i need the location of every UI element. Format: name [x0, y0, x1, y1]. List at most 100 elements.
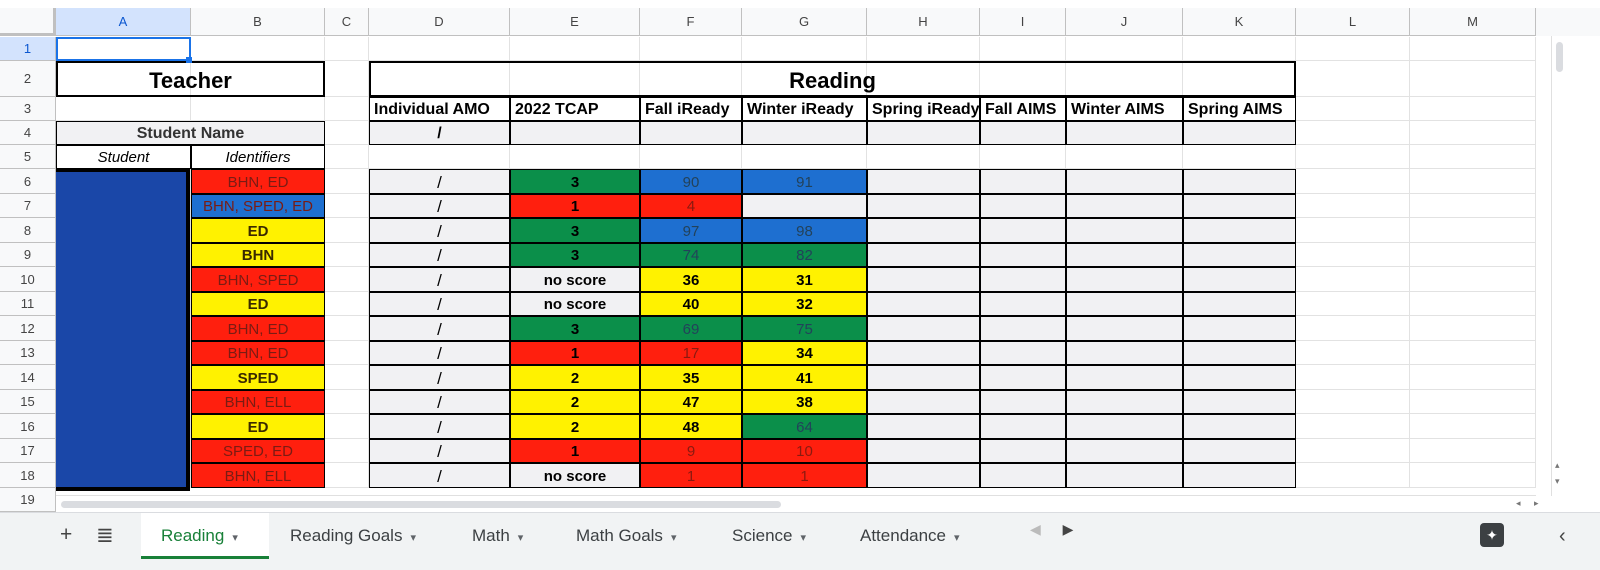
horizontal-scrollbar[interactable]: ◂ ▸ [56, 495, 1539, 512]
amo-cell[interactable]: / [369, 414, 510, 439]
empty-score-cell[interactable] [1183, 390, 1296, 414]
empty-score-cell[interactable] [1066, 267, 1183, 292]
grid-cell[interactable] [1410, 267, 1536, 292]
grid-cell[interactable] [510, 145, 640, 169]
empty-target-cell[interactable] [867, 121, 980, 145]
empty-score-cell[interactable] [1183, 194, 1296, 218]
grid-cell[interactable] [325, 37, 369, 61]
empty-score-cell[interactable] [1183, 439, 1296, 463]
row-header-17[interactable]: 17 [0, 439, 56, 463]
grid-cell[interactable] [325, 121, 369, 145]
row-header-5[interactable]: 5 [0, 145, 56, 169]
row-header-4[interactable]: 4 [0, 121, 56, 145]
collapse-icon[interactable]: ‹ [1559, 525, 1566, 547]
grid-cell[interactable] [1296, 145, 1410, 169]
grid-cell[interactable] [1296, 37, 1410, 61]
empty-score-cell[interactable] [1183, 341, 1296, 365]
grid-cell[interactable] [325, 365, 369, 390]
tab-attendance[interactable]: Attendance ▾ [840, 513, 1000, 559]
grid-cell[interactable] [1066, 145, 1183, 169]
grid-cell[interactable] [325, 414, 369, 439]
row-header-3[interactable]: 3 [0, 97, 56, 121]
amo-cell[interactable]: / [369, 218, 510, 243]
empty-score-cell[interactable] [867, 439, 980, 463]
fall-iready-cell[interactable]: 17 [640, 341, 742, 365]
grid-cell[interactable] [1410, 243, 1536, 267]
empty-target-cell[interactable] [510, 121, 640, 145]
tab-scroll-left-icon[interactable]: ◀ [1030, 521, 1041, 537]
winter-iready-cell[interactable]: 98 [742, 218, 867, 243]
column-header-c[interactable]: C [325, 8, 369, 36]
sheet-list-icon[interactable]: ≣ [96, 524, 114, 547]
grid-cell[interactable] [1410, 218, 1536, 243]
amo-cell[interactable]: / [369, 463, 510, 488]
winter-iready-cell[interactable] [742, 194, 867, 218]
grid-cell[interactable] [369, 37, 510, 61]
grid-cell[interactable] [1410, 97, 1536, 121]
tcap-cell[interactable]: no score [510, 292, 640, 316]
grid-cell[interactable] [1410, 439, 1536, 463]
fall-iready-cell[interactable]: 74 [640, 243, 742, 267]
empty-score-cell[interactable] [980, 463, 1066, 488]
empty-score-cell[interactable] [980, 169, 1066, 194]
empty-score-cell[interactable] [867, 194, 980, 218]
column-header-j[interactable]: J [1066, 8, 1183, 36]
winter-iready-cell[interactable]: 34 [742, 341, 867, 365]
tab-reading-goals[interactable]: Reading Goals ▾ [270, 513, 452, 559]
grid-cell[interactable] [1296, 61, 1410, 97]
amo-cell[interactable]: / [369, 243, 510, 267]
identifier-cell[interactable]: ED [191, 292, 325, 316]
empty-score-cell[interactable] [1183, 463, 1296, 488]
row-header-15[interactable]: 15 [0, 390, 56, 414]
empty-score-cell[interactable] [1066, 194, 1183, 218]
row-header-18[interactable]: 18 [0, 463, 56, 488]
grid-cell[interactable] [1410, 414, 1536, 439]
empty-score-cell[interactable] [867, 365, 980, 390]
identifier-cell[interactable]: BHN, ED [191, 341, 325, 365]
grid-cell[interactable] [1410, 365, 1536, 390]
grid-cell[interactable] [325, 341, 369, 365]
fall-iready-cell[interactable]: 69 [640, 316, 742, 341]
column-header-l[interactable]: L [1296, 8, 1410, 36]
empty-score-cell[interactable] [867, 390, 980, 414]
fall-iready-cell[interactable]: 9 [640, 439, 742, 463]
grid-cell[interactable] [1296, 365, 1410, 390]
grid-cell[interactable] [742, 37, 867, 61]
grid-cell[interactable] [325, 61, 369, 97]
grid-cell[interactable] [1296, 194, 1410, 218]
grid-cell[interactable] [1066, 37, 1183, 61]
grid-cell[interactable] [1296, 463, 1410, 488]
grid-cell[interactable] [1410, 463, 1536, 488]
row-header-19[interactable]: 19 [0, 488, 56, 512]
fall-iready-cell[interactable]: 4 [640, 194, 742, 218]
row-header-9[interactable]: 9 [0, 243, 56, 267]
empty-score-cell[interactable] [1066, 292, 1183, 316]
fall-iready-cell[interactable]: 47 [640, 390, 742, 414]
vertical-scroll-thumb[interactable] [1556, 42, 1563, 72]
tcap-cell[interactable]: 2 [510, 414, 640, 439]
tcap-cell[interactable]: 2 [510, 365, 640, 390]
empty-score-cell[interactable] [1183, 243, 1296, 267]
tcap-cell[interactable]: 3 [510, 243, 640, 267]
row-header-16[interactable]: 16 [0, 414, 56, 439]
vertical-scrollbar[interactable]: ▴ ▾ [1551, 36, 1567, 496]
grid-cell[interactable] [1410, 61, 1536, 97]
identifier-cell[interactable]: ED [191, 414, 325, 439]
grid-cell[interactable] [325, 463, 369, 488]
grid-cell[interactable] [325, 267, 369, 292]
grid-cell[interactable] [56, 97, 191, 121]
amo-cell[interactable]: / [369, 292, 510, 316]
scroll-left-icon[interactable]: ◂ [1516, 498, 1521, 508]
amo-cell[interactable]: / [369, 316, 510, 341]
amo-cell[interactable]: / [369, 390, 510, 414]
scroll-up-icon[interactable]: ▴ [1555, 460, 1560, 470]
column-header-b[interactable]: B [191, 8, 325, 36]
grid-cell[interactable] [1296, 267, 1410, 292]
tcap-cell[interactable]: 1 [510, 194, 640, 218]
grid-cell[interactable] [867, 145, 980, 169]
empty-score-cell[interactable] [867, 267, 980, 292]
row-header-7[interactable]: 7 [0, 194, 56, 218]
identifier-cell[interactable]: BHN, ELL [191, 390, 325, 414]
grid-cell[interactable] [1410, 341, 1536, 365]
